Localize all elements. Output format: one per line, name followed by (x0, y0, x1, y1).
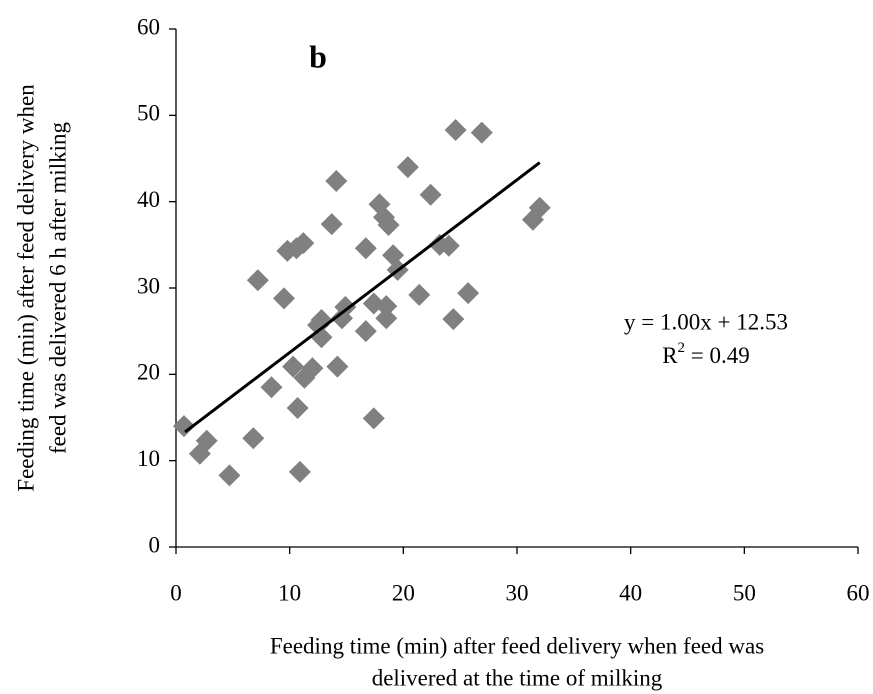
point (457, 282, 480, 305)
point (354, 237, 377, 260)
point (292, 232, 315, 255)
point (444, 119, 467, 142)
x-tick-label: 10 (278, 580, 301, 605)
x-tick-label: 50 (733, 580, 756, 605)
point (375, 307, 398, 330)
point (375, 295, 398, 318)
point (286, 397, 309, 420)
y-tick-label: 0 (149, 532, 161, 557)
x-tick-label: 20 (392, 580, 415, 605)
y-tick-label: 60 (137, 14, 160, 39)
point (272, 287, 295, 310)
y-tick-label: 10 (137, 446, 160, 471)
point (260, 376, 283, 399)
r-squared-base: R (662, 343, 678, 368)
point (396, 156, 419, 179)
point (377, 213, 400, 236)
y-axis-label: feed was delivered 6 h after milking (45, 121, 70, 454)
point (301, 357, 324, 380)
x-axis-label: Feeding time (min) after feed delivery w… (270, 633, 764, 658)
chart-title: b (309, 38, 327, 74)
point (288, 460, 311, 483)
trendline (184, 161, 541, 434)
equation: y = 1.00x + 12.53 (624, 309, 788, 334)
x-tick-label: 30 (506, 580, 529, 605)
point (242, 427, 265, 450)
point (326, 355, 349, 378)
point (408, 283, 431, 306)
y-tick-label: 40 (137, 187, 160, 212)
r-squared-sup: 2 (678, 340, 686, 356)
x-tick-label: 40 (619, 580, 642, 605)
x-tick-label: 60 (847, 580, 870, 605)
r-squared: R2 = 0.49 (662, 340, 750, 368)
point (419, 183, 442, 206)
y-tick-label: 50 (137, 101, 160, 126)
point (354, 320, 377, 343)
point (218, 464, 241, 487)
point (282, 355, 305, 378)
point (172, 415, 195, 438)
point (195, 429, 218, 452)
point (437, 234, 460, 257)
point (528, 196, 551, 219)
point (470, 121, 493, 144)
r-squared-rest: = 0.49 (685, 343, 750, 368)
point (246, 269, 269, 292)
y-tick-label: 20 (137, 360, 160, 385)
point (325, 169, 348, 192)
point (320, 213, 343, 236)
point (442, 308, 465, 331)
x-axis-label: delivered at the time of milking (372, 665, 663, 690)
x-tick-label: 0 (170, 580, 182, 605)
point (362, 407, 385, 430)
y-axis-label: Feeding time (min) after feed delivery w… (13, 84, 38, 492)
y-tick-label: 30 (137, 273, 160, 298)
